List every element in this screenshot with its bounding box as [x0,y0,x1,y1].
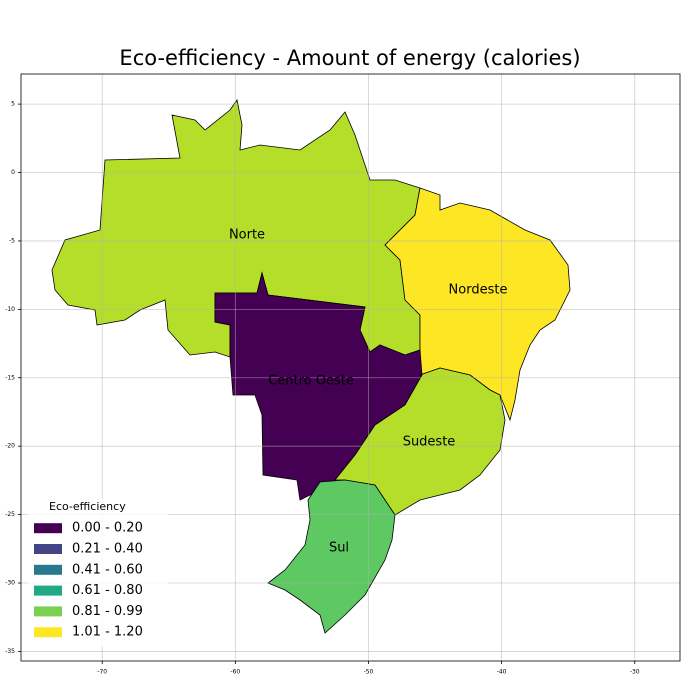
legend-swatch [34,564,62,575]
chart-title: Eco-efficiency - Amount of energy (calor… [119,46,580,70]
region [334,367,506,516]
legend-label: 0.61 - 0.80 [72,583,143,598]
region-label: Nordeste [449,283,508,298]
x-tick-label: -40 [497,669,507,676]
region [384,187,571,422]
y-tick-label: -25 [5,511,15,518]
legend-label: 1.01 - 1.20 [72,625,143,640]
legend-label: 0.81 - 0.99 [72,604,143,619]
y-tick-label: -30 [5,580,15,587]
legend-swatch [34,523,62,534]
x-tick-label: -50 [364,669,374,676]
y-tick-label: -10 [5,306,15,313]
region-label: Centro Oeste [268,374,354,389]
x-tick-label: -60 [230,669,240,676]
region-label: Sudeste [403,435,456,450]
region-label: Sul [329,541,349,556]
y-tick-label: -35 [5,648,15,655]
legend-title: Eco-efficiency [49,500,126,513]
y-tick-label: -20 [5,443,15,450]
y-tick-label: -15 [5,374,15,381]
x-tick-label: -70 [97,669,107,676]
legend-swatch [34,627,62,638]
axes-frame [20,73,681,662]
legend-swatch [34,544,62,554]
legend-label: 0.21 - 0.40 [72,542,143,557]
legend-swatch [34,606,62,617]
y-tick-label: 5 [11,101,15,108]
y-tick-label: 0 [11,169,15,176]
legend-label: 0.00 - 0.20 [72,521,143,536]
legend-swatch [34,585,62,596]
region-label: Norte [229,228,265,243]
legend-label: 0.41 - 0.60 [72,562,143,577]
region [267,479,396,634]
x-tick-label: -30 [630,669,640,676]
y-tick-label: -5 [9,237,15,244]
